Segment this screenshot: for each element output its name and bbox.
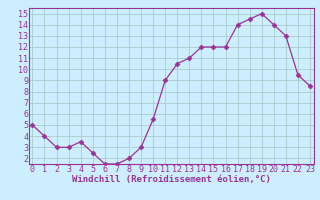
X-axis label: Windchill (Refroidissement éolien,°C): Windchill (Refroidissement éolien,°C)	[72, 175, 271, 184]
